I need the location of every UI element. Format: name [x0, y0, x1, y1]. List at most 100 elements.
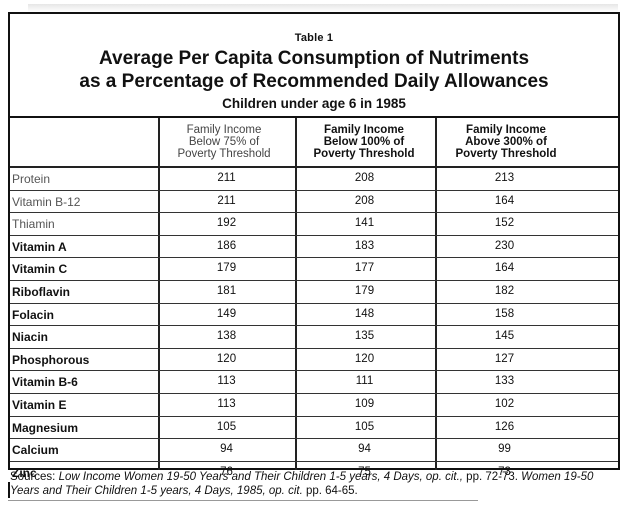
header-divider	[10, 166, 618, 168]
column-header-line: Poverty Threshold	[177, 148, 271, 160]
value-above-300: 102	[494, 397, 515, 410]
nutrient-label: Folacin	[12, 307, 55, 322]
scan-artifact	[28, 4, 618, 12]
value-below-75: 113	[217, 397, 236, 410]
nutrient-label: Zinc	[12, 465, 37, 480]
value-below-75: 138	[216, 330, 237, 343]
column-divider	[295, 118, 297, 470]
column-header-line: Family Income	[466, 124, 546, 136]
value-below-75: 94	[220, 443, 233, 456]
source-pages-1: pp. 72-73.	[462, 471, 522, 483]
value-above-300: 230	[494, 239, 515, 252]
table-row: Vitamin B-6 113 111 133	[10, 371, 618, 394]
value-below-75: 149	[216, 307, 237, 320]
nutrient-label: Riboflavin	[12, 284, 71, 299]
column-header-above-300: Family Income Above 300% of Poverty Thre…	[436, 124, 576, 160]
column-header-line: Poverty Threshold	[455, 148, 557, 160]
value-below-100: 111	[355, 375, 374, 388]
value-below-100: 208	[354, 172, 375, 184]
value-above-300: 164	[494, 194, 515, 207]
nutrient-label: Protein	[12, 172, 51, 186]
nutrient-label: Magnesium	[12, 420, 79, 435]
value-below-100: 135	[354, 330, 375, 343]
nutrient-label: Thiamin	[12, 217, 55, 232]
value-above-300: 213	[494, 172, 515, 184]
table-row: Folacin 149 148 158	[10, 304, 618, 327]
value-below-100: 120	[354, 352, 375, 365]
document-page: Table 1 Average Per Capita Consumption o…	[8, 4, 628, 502]
table-title-line-1: Average Per Capita Consumption of Nutrim…	[98, 48, 530, 69]
column-header-below-75: Family Income Below 75% of Poverty Thres…	[154, 124, 294, 160]
value-below-75: 186	[216, 239, 237, 252]
table-row: Vitamin A 186 183 230	[10, 236, 618, 259]
column-divider	[435, 118, 437, 470]
table-row: Vitamin E 113 109 102	[10, 394, 618, 417]
value-below-100: 179	[354, 284, 375, 297]
value-below-100: 177	[354, 262, 375, 275]
table-row: Zinc 76 75 73	[10, 462, 618, 485]
value-above-300: 99	[498, 443, 511, 456]
column-header-line: Above 300% of	[465, 136, 547, 148]
table-row: Niacin 138 135 145	[10, 326, 618, 349]
value-above-300: 145	[494, 330, 515, 343]
table-row: Magnesium 105 105 126	[10, 417, 618, 440]
nutrient-label: Vitamin C	[12, 262, 68, 277]
value-below-75: 113	[217, 375, 236, 388]
data-table: Family Income Below 75% of Poverty Thres…	[10, 116, 618, 480]
table-row: Calcium 94 94 99	[10, 439, 618, 462]
nutrient-label: Vitamin B-6	[12, 375, 78, 390]
table-frame: Table 1 Average Per Capita Consumption o…	[8, 12, 620, 480]
value-below-100: 75	[358, 465, 371, 478]
column-header-below-100: Family Income Below 100% of Poverty Thre…	[294, 124, 434, 160]
nutrient-label: Vitamin E	[12, 397, 67, 412]
sources-note: Sources: Low Income Women 19-50 Years an…	[10, 470, 620, 498]
table-row: Vitamin C 179 177 164	[10, 258, 618, 281]
value-below-75: 181	[216, 284, 237, 297]
nutrient-label: Niacin	[12, 330, 49, 345]
table-row: Phosphorous 120 120 127	[10, 349, 618, 372]
value-above-300: 158	[494, 307, 515, 320]
value-below-75: 179	[216, 262, 237, 275]
sources-label: Sources:	[10, 471, 59, 483]
column-divider	[158, 118, 160, 470]
value-below-100: 183	[354, 239, 375, 252]
value-below-75: 211	[217, 172, 236, 184]
nutrient-label: Phosphorous	[12, 352, 90, 367]
table-body: Protein 211 208 213 Vitamin B-12 211 208…	[10, 168, 618, 484]
source-reference-1: Low Income Women 19-50 Years and Their C…	[58, 471, 463, 483]
value-below-100: 109	[354, 397, 375, 410]
source-reference-2: Women 19-50 Years and Their Children 1-5…	[10, 471, 594, 497]
value-above-300: 127	[494, 352, 515, 365]
value-below-100: 94	[358, 443, 371, 456]
value-above-300: 152	[494, 217, 515, 230]
value-above-300: 133	[494, 375, 515, 388]
value-below-75: 120	[216, 352, 237, 365]
value-below-100: 105	[354, 420, 375, 433]
value-above-300: 73	[498, 465, 511, 478]
value-below-100: 208	[354, 194, 375, 207]
value-below-75: 211	[217, 194, 236, 207]
bottom-rule	[8, 500, 478, 501]
value-above-300: 182	[494, 284, 515, 297]
value-above-300: 126	[494, 420, 515, 433]
value-below-75: 105	[216, 420, 237, 433]
column-header-line: Below 75% of	[188, 136, 260, 148]
title-block: Table 1 Average Per Capita Consumption o…	[10, 14, 618, 116]
nutrient-label: Vitamin B-12	[12, 194, 81, 209]
value-below-100: 141	[354, 217, 375, 230]
value-above-300: 164	[494, 262, 515, 275]
nutrient-label: Calcium	[12, 443, 59, 458]
column-header-line: Family Income	[186, 124, 262, 136]
column-header-line: Poverty Threshold	[313, 148, 415, 160]
table-title-line-2: as a Percentage of Recommended Daily All…	[79, 71, 549, 92]
table-row: Thiamin 192 141 152	[10, 213, 618, 236]
table-subtitle: Children under age 6 in 1985	[222, 96, 406, 111]
value-below-100: 148	[354, 307, 375, 320]
margin-mark	[8, 482, 10, 498]
column-header-line: Below 100% of	[323, 136, 405, 148]
value-below-75: 76	[220, 465, 233, 478]
table-row: Protein 211 208 213	[10, 168, 618, 191]
table-row: Riboflavin 181 179 182	[10, 281, 618, 304]
nutrient-label: Vitamin A	[12, 239, 67, 254]
table-row: Vitamin B-12 211 208 164	[10, 191, 618, 214]
